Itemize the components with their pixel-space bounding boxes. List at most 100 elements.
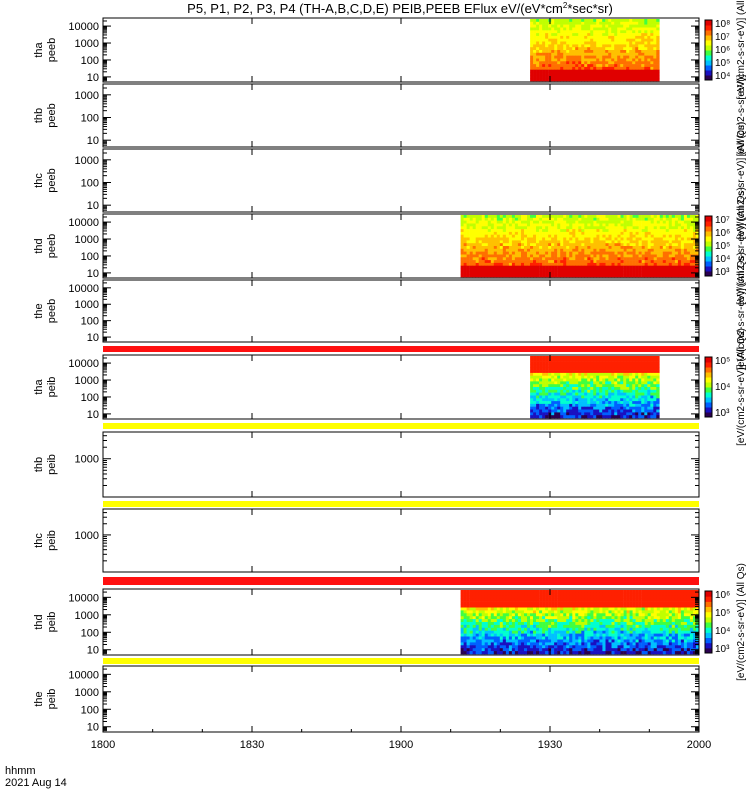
- spectrogram-cell: [596, 257, 600, 261]
- spectrogram-cell: [508, 590, 513, 594]
- spectrogram-cell: [463, 616, 467, 620]
- spectrogram-cell: [490, 592, 495, 597]
- spectrogram-cell: [578, 61, 582, 65]
- spectrogram-cell: [683, 262, 688, 266]
- spectrogram-cell: [650, 58, 654, 62]
- spectrogram-cell: [536, 21, 540, 25]
- spectrogram-cell: [668, 217, 673, 221]
- spectrogram-cell: [502, 257, 507, 261]
- spectrogram-cell: [599, 220, 603, 224]
- spectrogram-cell: [557, 358, 561, 362]
- spectrogram-cell: [605, 66, 609, 70]
- spectrogram-cell: [614, 223, 618, 227]
- spectrogram-cell: [696, 592, 700, 597]
- spectrogram-cell: [668, 226, 673, 230]
- spectrogram-cell: [644, 38, 648, 42]
- spectrogram-cell: [626, 243, 630, 247]
- spectrogram-cell: [626, 367, 630, 371]
- spectrogram-cell: [563, 21, 567, 25]
- spectrogram-cell: [581, 78, 585, 82]
- spectrogram-cell: [578, 610, 582, 614]
- spectrogram-cell: [641, 41, 645, 45]
- spectrogram-cell: [578, 381, 582, 385]
- spectrogram-cell: [671, 595, 676, 599]
- spectrogram-cell: [689, 601, 694, 605]
- spectrogram-cell: [496, 607, 501, 611]
- spectrogram-cell: [539, 412, 543, 416]
- spectrogram-cell: [665, 260, 670, 264]
- spectrogram-cell: [614, 401, 618, 405]
- spectrogram-cell: [572, 604, 576, 608]
- spectrogram-cell: [602, 403, 606, 407]
- spectrogram-cell: [653, 19, 657, 23]
- spectrogram-cell: [644, 220, 648, 224]
- spectrogram-cell: [590, 395, 594, 399]
- spectrogram-cell: [608, 367, 612, 371]
- spectrogram-cell: [584, 375, 588, 379]
- spectrogram-cell: [665, 607, 670, 611]
- spectrogram-cell: [517, 240, 522, 244]
- spectrogram-cell: [629, 226, 633, 230]
- spectrogram-cell: [560, 610, 564, 614]
- spectrogram-cell: [623, 392, 627, 396]
- spectrogram-cell: [572, 595, 576, 599]
- spectrogram-cell: [581, 265, 585, 269]
- spectrogram-cell: [563, 234, 567, 238]
- spectrogram-cell: [545, 389, 549, 393]
- spectrogram-cell: [533, 231, 537, 235]
- spectrogram-cell: [496, 592, 501, 597]
- spectrogram-cell: [693, 262, 697, 266]
- spectrogram-cell: [656, 64, 660, 68]
- spectrogram-cell: [554, 610, 558, 614]
- spectrogram-cell: [599, 260, 603, 264]
- spectrogram-cell: [677, 604, 682, 608]
- spectrogram-cell: [572, 223, 576, 227]
- spectrogram-cell: [575, 356, 579, 360]
- spectrogram-cell: [617, 243, 621, 247]
- spectrogram-cell: [611, 375, 615, 379]
- spectrogram-cell: [590, 378, 594, 382]
- spectrogram-cell: [566, 61, 570, 65]
- spectrogram-cell: [587, 613, 591, 617]
- spectrogram-cell: [533, 358, 537, 362]
- spectrogram-cell: [587, 19, 591, 23]
- spectrogram-cell: [490, 246, 495, 250]
- spectrogram-cell: [511, 248, 516, 252]
- spectrogram-cell: [542, 613, 546, 617]
- spectrogram-cell: [608, 265, 612, 269]
- spectrogram-cell: [587, 356, 591, 360]
- spectrogram-cell: [533, 217, 537, 221]
- spectrogram-cell: [566, 27, 570, 31]
- spectrogram-cell: [560, 215, 564, 219]
- spectrogram-cell: [469, 231, 473, 235]
- spectrogram-cell: [548, 604, 552, 608]
- spectrogram-cell: [674, 260, 679, 264]
- spectrogram-cell: [653, 61, 657, 65]
- spectrogram-cell: [505, 223, 510, 227]
- spectrogram-cell: [611, 595, 615, 599]
- spectrogram-cell: [554, 372, 558, 376]
- spectrogram-cell: [548, 58, 552, 62]
- spectrogram-cell: [554, 229, 558, 233]
- spectrogram-cell: [521, 254, 525, 258]
- spectrogram-cell: [602, 69, 606, 73]
- spectrogram-cell: [581, 274, 585, 278]
- spectrogram-cell: [590, 260, 594, 264]
- spectrogram-cell: [689, 260, 694, 264]
- spectrogram-cell: [502, 240, 507, 244]
- spectrogram-cell: [554, 64, 558, 68]
- spectrogram-cell: [608, 69, 612, 73]
- spectrogram-cell: [647, 274, 651, 278]
- spectrogram-cell: [647, 234, 651, 238]
- spectrogram-cell: [475, 607, 479, 611]
- spectrogram-cell: [644, 75, 648, 79]
- spectrogram-cell: [530, 64, 534, 68]
- spectrogram-cell: [653, 595, 657, 599]
- spectrogram-cell: [644, 412, 648, 416]
- spectrogram-cell: [511, 234, 516, 238]
- spectrogram-cell: [620, 406, 624, 410]
- spectrogram-cell: [638, 398, 642, 402]
- spectrogram-cell: [611, 75, 615, 79]
- spectrogram-cell: [511, 610, 516, 614]
- spectrogram-cell: [593, 590, 597, 594]
